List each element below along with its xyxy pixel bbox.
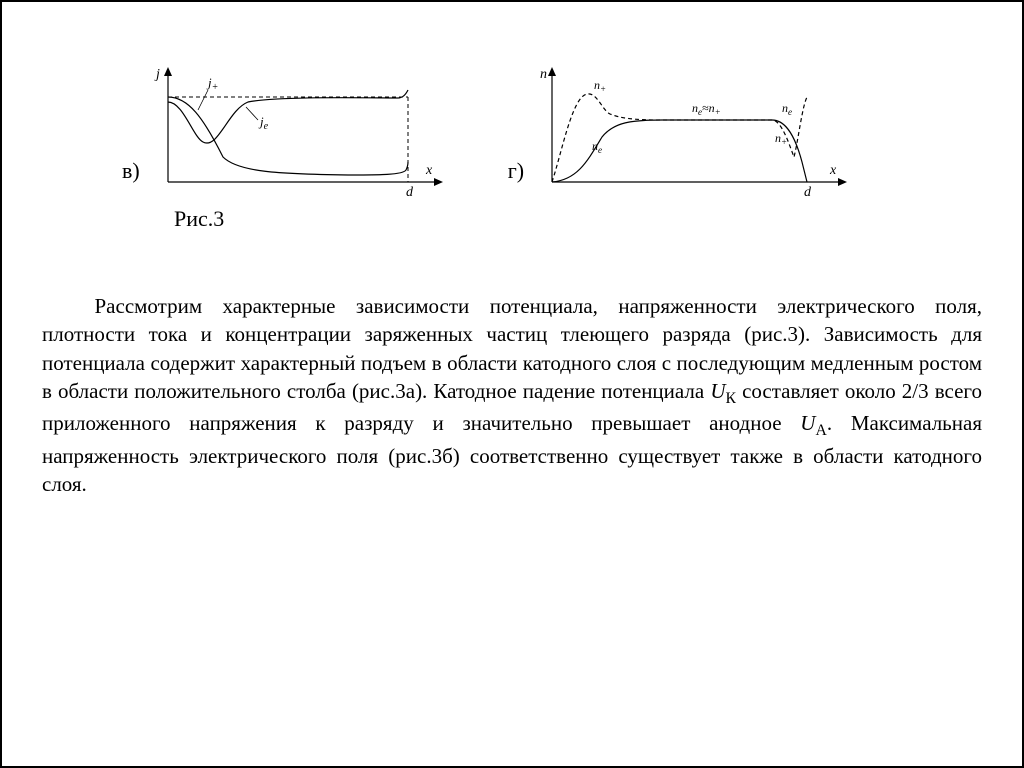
chart-d-curve-ne: [552, 120, 807, 182]
chart-c-d-label: d: [406, 185, 414, 200]
chart-c-x-arrow: [434, 178, 443, 186]
chart-c-je-leader: [246, 107, 258, 120]
chart-c-svg: j x d j+ je: [148, 62, 448, 202]
page-frame: в) j x: [0, 0, 1024, 768]
chart-d-x-label: x: [829, 163, 837, 178]
body-paragraph: Рассмотрим характерные зависимости потен…: [42, 292, 982, 499]
panel-c-label: в): [122, 158, 140, 184]
chart-c-x-label: x: [425, 163, 433, 178]
chart-c-jplus-leader: [198, 90, 208, 110]
chart-d-nplus-left: n+: [594, 78, 606, 94]
charts-row: в) j x: [122, 62, 982, 232]
chart-panel-d: г) n x d n+ ne n: [508, 62, 852, 232]
chart-c-je-label: je: [258, 114, 269, 132]
chart-c-y-label: j: [154, 67, 160, 82]
chart-panel-c: в) j x: [122, 62, 448, 232]
chart-d-y-arrow: [548, 67, 556, 76]
chart-d-x-arrow: [838, 178, 847, 186]
chart-d-ne-left: ne: [592, 139, 602, 155]
chart-d-svg: n x d n+ ne ne≈n+ ne n+: [532, 62, 852, 202]
chart-d-y-label: n: [540, 67, 547, 82]
chart-d-d-label: d: [804, 185, 812, 200]
chart-d-ne-right: ne: [782, 101, 792, 117]
panel-d-label: г): [508, 158, 524, 184]
chart-d-center-label: ne≈n+: [692, 101, 721, 117]
figure-caption: Рис.3: [174, 206, 448, 232]
chart-d-curve-nplus: [552, 94, 807, 182]
chart-c-curve-jplus-decay: [168, 97, 408, 175]
chart-c-y-arrow: [164, 67, 172, 76]
